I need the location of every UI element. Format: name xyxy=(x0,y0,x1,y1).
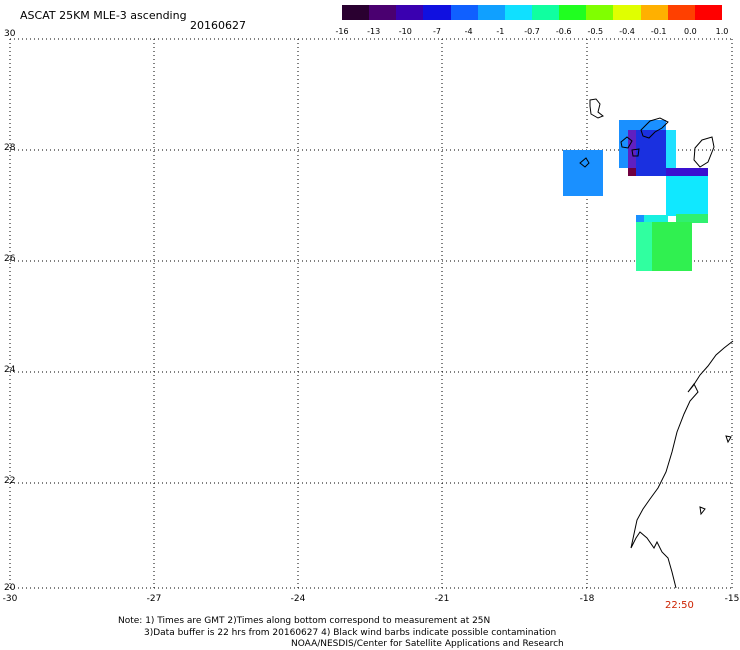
data-cell xyxy=(666,168,708,176)
data-cell xyxy=(636,215,644,224)
island-coast xyxy=(631,148,640,157)
colorbar-label: -10 xyxy=(398,27,412,36)
y-tick-label: 22 xyxy=(4,476,15,486)
colorbar xyxy=(342,5,722,20)
colorbar-label: -0.5 xyxy=(587,27,604,36)
data-cell xyxy=(644,215,668,224)
colorbar-label: -0.6 xyxy=(555,27,572,36)
island-coast xyxy=(640,117,669,139)
colorbar-labels: -16 -13 -10 -7 -4 -1 -0.7 -0.6 -0.5 -0.4 -0.1 0.0 1.… xyxy=(330,27,730,39)
data-cell xyxy=(652,222,692,271)
colorbar-segment xyxy=(504,5,532,20)
colorbar-label: 0.0 xyxy=(683,27,697,36)
colorbar-label: -7 xyxy=(433,27,441,36)
colorbar-label: -16 xyxy=(335,27,349,36)
pass-time-label: 22:50 xyxy=(665,600,694,611)
data-cell xyxy=(636,222,652,271)
y-tick-label: 24 xyxy=(4,365,16,375)
data-cell xyxy=(666,130,676,170)
colorbar-label: -0.1 xyxy=(650,27,667,36)
colorbar-label: -0.7 xyxy=(524,27,540,36)
colorbar-segment xyxy=(423,5,451,20)
island-coast xyxy=(579,157,590,168)
colorbar-segment xyxy=(369,5,397,20)
colorbar-segment xyxy=(559,5,587,20)
y-tick-label: 20 xyxy=(4,583,16,593)
colorbar-label: -13 xyxy=(367,27,381,36)
y-tick-label: 30 xyxy=(4,29,16,39)
y-axis-labels: 30 28 26 24 22 20 xyxy=(4,29,16,593)
data-cell xyxy=(666,176,708,216)
product-date: 20160627 xyxy=(190,19,246,32)
data-cells xyxy=(563,120,708,271)
island-coast xyxy=(620,136,633,149)
x-tick-label: -21 xyxy=(435,594,450,604)
data-cell xyxy=(676,214,708,223)
x-tick-label: -24 xyxy=(291,594,306,604)
colorbar-segment xyxy=(342,5,370,20)
colorbar-label: -0.4 xyxy=(619,27,635,36)
colorbar-segment xyxy=(477,5,505,20)
colorbar-segment xyxy=(694,5,722,20)
colorbar-segment xyxy=(640,5,668,20)
colorbar-segment xyxy=(613,5,641,20)
colorbar-label: -4 xyxy=(464,27,473,36)
product-title: ASCAT 25KM MLE-3 ascending xyxy=(20,9,187,22)
note-line-2: 3)Data buffer is 22 hrs from 20160627 4)… xyxy=(144,628,557,638)
island-coast xyxy=(589,98,604,119)
x-tick-label: -30 xyxy=(3,594,18,604)
colorbar-segment xyxy=(531,5,560,20)
x-axis-labels: -30 -27 -24 -21 -18 -15 xyxy=(3,594,740,604)
x-tick-label: -15 xyxy=(725,594,740,604)
data-cell xyxy=(563,150,603,196)
coast-fragment xyxy=(725,435,732,444)
data-cell xyxy=(628,168,636,176)
colorbar-label: -1 xyxy=(496,27,505,36)
y-tick-label: 28 xyxy=(4,143,16,153)
colorbar-segment xyxy=(667,5,695,20)
africa-coast xyxy=(630,340,734,589)
x-tick-label: -27 xyxy=(147,594,162,604)
coast-fragment xyxy=(699,506,706,516)
map-grid xyxy=(9,38,733,589)
island-coast xyxy=(693,136,715,168)
colorbar-label: 1.0 xyxy=(715,27,729,36)
x-tick-label: -18 xyxy=(580,594,595,604)
colorbar-segment xyxy=(450,5,478,20)
note-line-3: NOAA/NESDIS/Center for Satellite Applica… xyxy=(291,639,564,649)
colorbar-segment xyxy=(586,5,614,20)
y-tick-label: 26 xyxy=(4,254,16,264)
note-line-1: Note: 1) Times are GMT 2)Times along bot… xyxy=(118,616,491,626)
coastlines xyxy=(579,98,734,589)
colorbar-segment xyxy=(396,5,424,20)
